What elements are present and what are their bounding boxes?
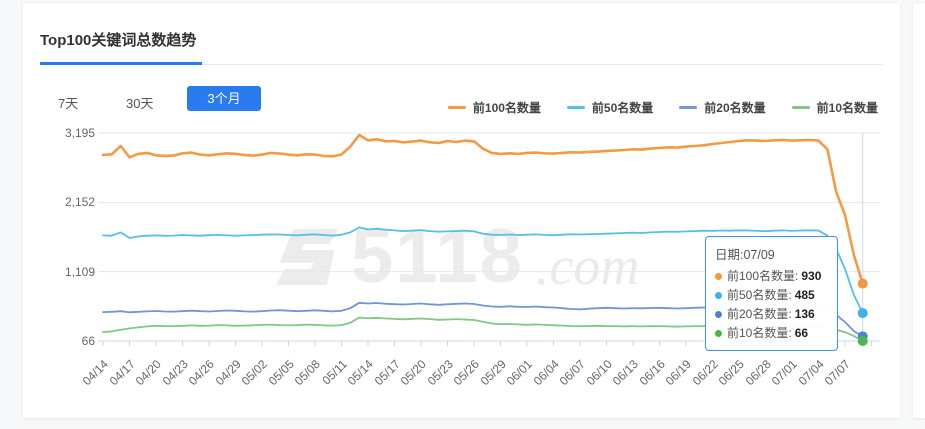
- legend-label: 前50名数量: [591, 101, 654, 115]
- chart-tooltip: 日期:07/09 前100名数量: 930 前50名数量: 485 前20名数量: 136…: [705, 236, 838, 351]
- y-axis-label: 1,109: [64, 264, 95, 279]
- series-dot-icon: [715, 311, 722, 318]
- series-dot-icon: [715, 330, 722, 337]
- legend-label: 前20名数量: [704, 101, 766, 115]
- tooltip-date: 日期:07/09: [715, 248, 775, 262]
- tooltip-row: 前100名数量: 930: [715, 267, 828, 286]
- chart-legend: 前100名数量 前50名数量 前20名数量 前10名数量: [447, 99, 878, 116]
- series-dot-icon: [715, 292, 722, 299]
- period-tab-3months[interactable]: 3个月: [187, 86, 261, 111]
- legend-item[interactable]: 前20名数量: [679, 99, 766, 116]
- series-dot-icon: [715, 273, 722, 280]
- legend-item[interactable]: 前50名数量: [566, 99, 654, 116]
- chart-title-tab[interactable]: Top100关键词总数趋势: [40, 32, 197, 49]
- y-axis-label: 2,152: [64, 195, 95, 210]
- legend-item[interactable]: 前100名数量: [447, 99, 541, 116]
- tooltip-row: 前20名数量: 136: [715, 305, 828, 324]
- legend-label: 前10名数量: [816, 101, 878, 115]
- legend-marker-icon: [566, 106, 585, 109]
- chart-card: Top100关键词总数趋势 7天 30天 3个月 前100名数量 前50名数量 前2…: [23, 3, 900, 418]
- period-tab-7days[interactable]: 7天: [58, 96, 79, 111]
- tooltip-row: 前10名数量: 66: [715, 324, 828, 343]
- legend-item[interactable]: 前10名数量: [791, 99, 878, 116]
- active-tab-underline: [40, 62, 202, 65]
- legend-label: 前100名数量: [472, 101, 541, 115]
- legend-marker-icon: [679, 106, 698, 109]
- adjacent-card: [913, 3, 925, 418]
- y-axis-label: 66: [81, 334, 95, 348]
- period-tab-30days[interactable]: 30天: [126, 96, 154, 111]
- tooltip-row: 前50名数量: 485: [715, 286, 828, 305]
- header-divider: [40, 64, 883, 65]
- legend-marker-icon: [791, 106, 810, 109]
- legend-marker-icon: [447, 106, 466, 109]
- y-axis-label: 3,195: [64, 126, 95, 140]
